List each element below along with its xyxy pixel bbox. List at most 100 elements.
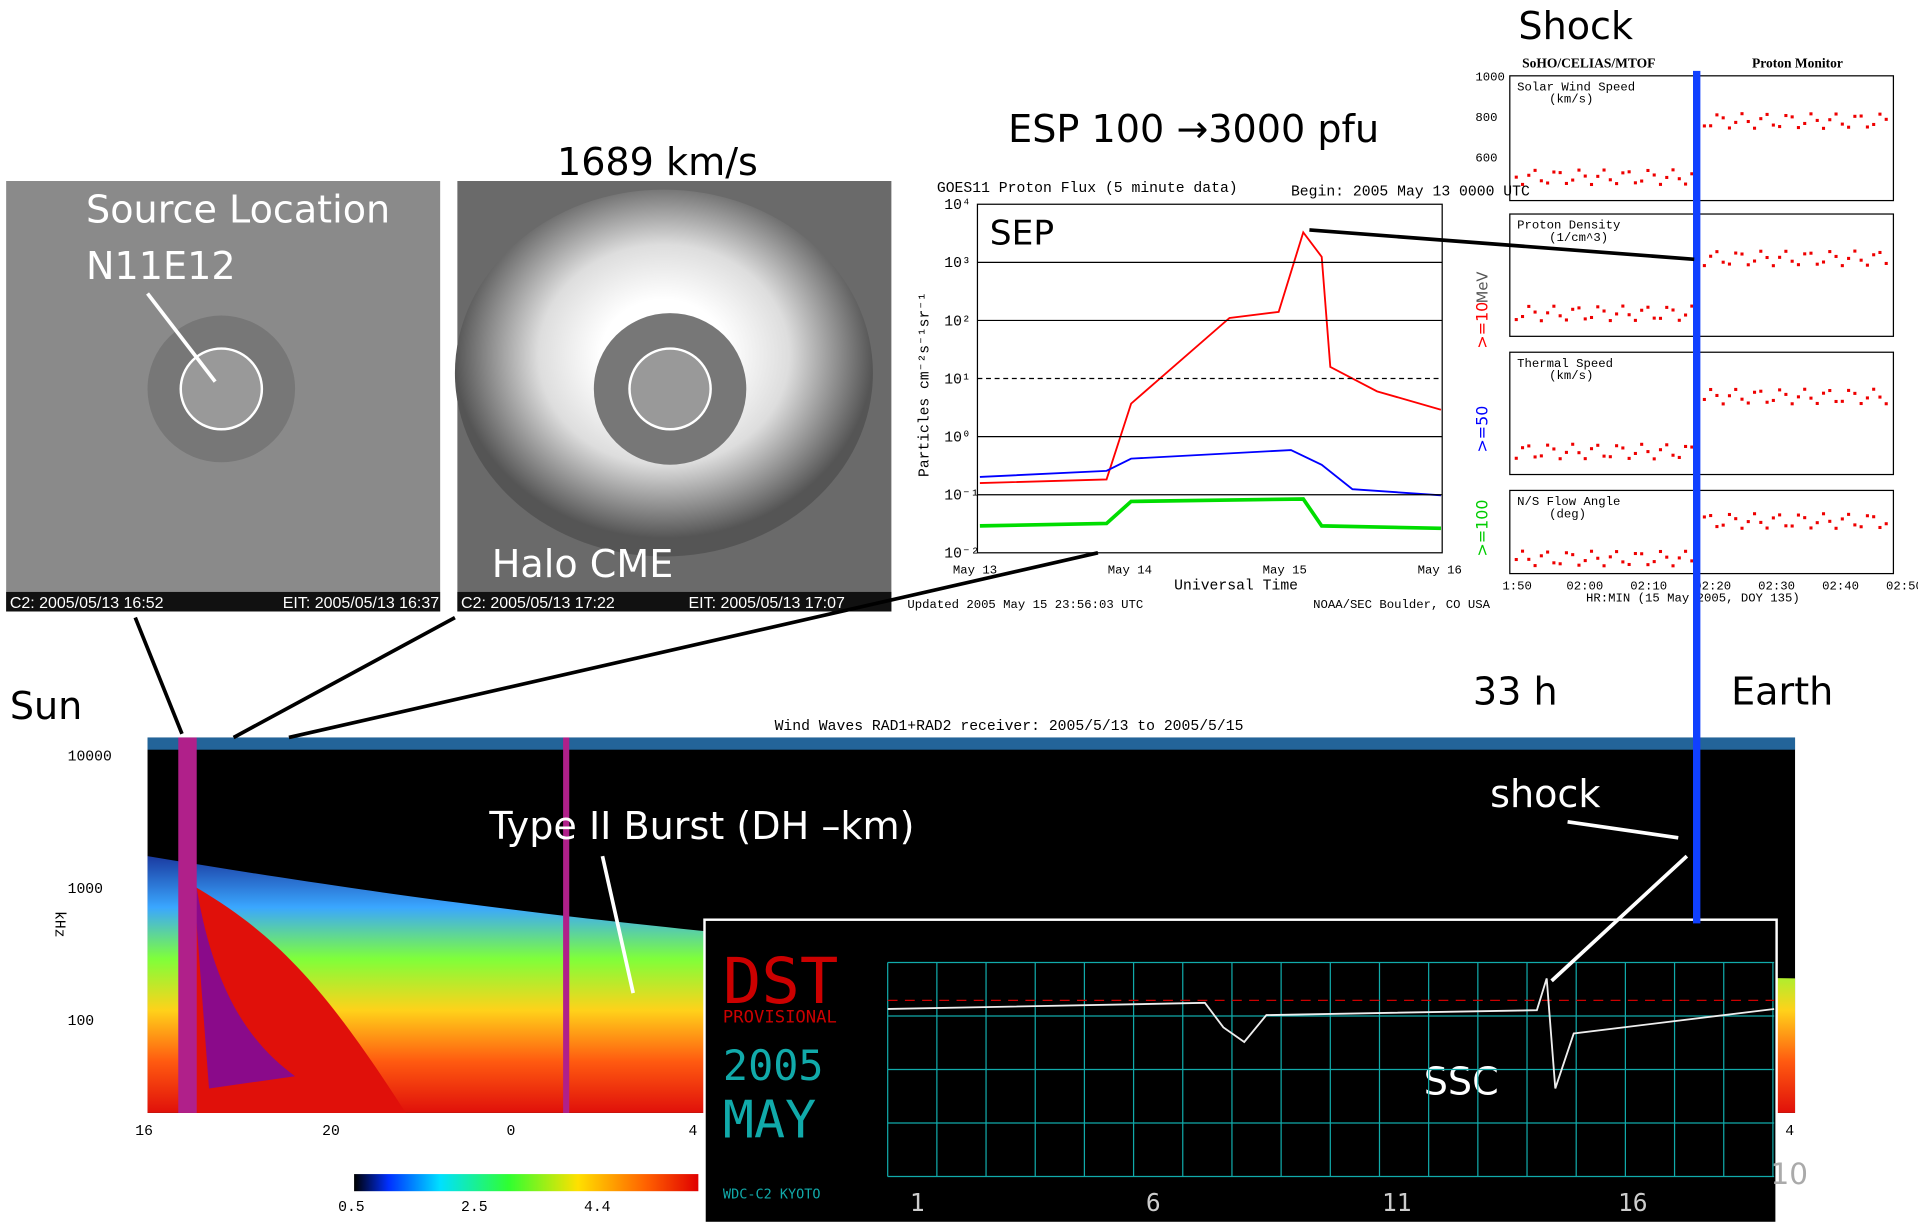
point	[1515, 176, 1518, 179]
panel-unit: (km/s)	[1549, 369, 1593, 383]
point	[1866, 396, 1869, 399]
point	[1772, 264, 1775, 267]
point	[1860, 259, 1863, 262]
point	[1671, 308, 1674, 311]
esp-headline: ESP 100 →3000 pfu	[1008, 107, 1379, 151]
point	[1841, 264, 1844, 267]
point	[1722, 116, 1725, 119]
point	[1872, 123, 1875, 126]
legend-entry: >=10	[1473, 302, 1492, 349]
x-tick-label: 02:10	[1630, 580, 1667, 594]
spectrogram-title: Wind Waves RAD1+RAD2 receiver: 2005/5/13…	[775, 719, 1244, 735]
panel-unit: (deg)	[1549, 507, 1586, 521]
page-number: 10	[1770, 1157, 1808, 1191]
point	[1747, 263, 1750, 266]
point	[1571, 553, 1574, 556]
point	[1772, 516, 1775, 519]
point	[1853, 115, 1856, 118]
point	[1822, 260, 1825, 263]
dst-year: 2005	[723, 1041, 824, 1090]
point	[1678, 456, 1681, 459]
y-label: Particles cm⁻²s⁻¹sr⁻¹	[917, 292, 933, 477]
point	[1634, 319, 1637, 322]
delay-label: 33 h	[1473, 670, 1558, 714]
point	[1841, 400, 1844, 403]
point	[1521, 550, 1524, 553]
point	[1866, 264, 1869, 267]
point	[1703, 124, 1706, 127]
point	[1740, 527, 1743, 530]
point	[1527, 174, 1530, 177]
point	[1791, 524, 1794, 527]
point	[1665, 306, 1668, 309]
point	[1678, 556, 1681, 559]
point	[1766, 113, 1769, 116]
point	[1835, 112, 1838, 115]
point	[1766, 527, 1769, 530]
y-tick-label: 10¹	[944, 372, 971, 388]
sep-tag: SEP	[990, 214, 1054, 254]
x-tick-label: 11	[1382, 1188, 1412, 1217]
point	[1747, 401, 1750, 404]
point	[1841, 517, 1844, 520]
point	[1797, 263, 1800, 266]
point	[1803, 516, 1806, 519]
y-tick-label: 10³	[944, 256, 971, 272]
y-tick-label: 1000	[68, 882, 103, 898]
y-unit: kHz	[50, 911, 66, 937]
goes-begin: Begin: 2005 May 13 0000 UTC	[1291, 185, 1530, 201]
point	[1515, 457, 1518, 460]
point	[1653, 173, 1656, 176]
point	[1571, 443, 1574, 446]
point	[1734, 517, 1737, 520]
x-tick-label: 02:40	[1822, 580, 1859, 594]
point	[1816, 119, 1819, 122]
point	[1590, 183, 1593, 186]
colorbar-label: 4.4	[584, 1200, 611, 1216]
x-tick-label: 02:00	[1566, 580, 1603, 594]
point	[1559, 457, 1562, 460]
caption: EIT: 2005/05/13 17:07	[689, 595, 846, 612]
point	[1534, 311, 1537, 314]
point	[1860, 402, 1863, 405]
point	[1590, 447, 1593, 450]
x-tick-label: 16	[135, 1124, 153, 1140]
point	[1534, 564, 1537, 567]
point	[1791, 115, 1794, 118]
point	[1665, 176, 1668, 179]
point	[1885, 402, 1888, 405]
point	[1728, 126, 1731, 129]
y-tick-label: 1000	[1475, 71, 1504, 85]
point	[1559, 314, 1562, 317]
point	[1690, 305, 1693, 308]
point	[1703, 264, 1706, 267]
point	[1671, 454, 1674, 457]
point	[1521, 183, 1524, 186]
source-subtitle: N11E12	[86, 244, 236, 288]
caption: EIT: 2005/05/13 16:37	[283, 595, 440, 612]
point	[1722, 524, 1725, 527]
point	[1646, 563, 1649, 566]
point	[1791, 402, 1794, 405]
point	[1734, 252, 1737, 255]
point	[1621, 560, 1624, 563]
y-tick-label: 10⁰	[944, 431, 971, 447]
source-right: Proton Monitor	[1752, 55, 1843, 70]
point	[1634, 452, 1637, 455]
point	[1609, 455, 1612, 458]
point	[1521, 446, 1524, 449]
x-tick-label: May 16	[1418, 564, 1462, 578]
point	[1665, 443, 1668, 446]
point	[1715, 525, 1718, 528]
source-title: Source Location	[86, 188, 390, 232]
point	[1878, 526, 1881, 529]
earth-label: Earth	[1731, 670, 1833, 714]
point	[1772, 124, 1775, 127]
x-tick-label: 02:30	[1758, 580, 1795, 594]
point	[1603, 455, 1606, 458]
point	[1552, 561, 1555, 564]
point	[1584, 175, 1587, 178]
point	[1534, 169, 1537, 172]
point	[1640, 552, 1643, 555]
y-tick-label: 10⁻²	[944, 547, 979, 563]
